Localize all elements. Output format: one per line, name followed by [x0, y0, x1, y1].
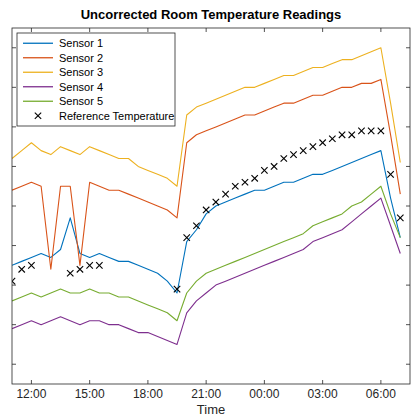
reference-point: [174, 286, 180, 292]
reference-point: [193, 223, 199, 229]
sensor-line: [12, 48, 400, 186]
x-tick: [380, 380, 381, 384]
x-tick-label: 21:00: [191, 387, 221, 401]
y-tick: [12, 285, 16, 286]
x-tick: [89, 380, 90, 384]
reference-point: [96, 262, 102, 268]
legend-label: Sensor 3: [59, 66, 103, 78]
data-group: [12, 48, 403, 345]
reference-point: [378, 128, 384, 134]
legend-line: [23, 101, 53, 102]
legend-line: [23, 57, 53, 58]
reference-point: [251, 175, 257, 181]
y-tick: [406, 126, 410, 127]
x-tick: [89, 28, 90, 32]
x-tick: [147, 380, 148, 384]
y-tick: [12, 206, 16, 207]
x-tick: [380, 28, 381, 32]
reference-point: [242, 179, 248, 185]
reference-point: [281, 155, 287, 161]
reference-point: [319, 140, 325, 146]
reference-point: [261, 167, 267, 173]
legend-line: [23, 86, 53, 87]
x-tick-label: 03:00: [308, 387, 338, 401]
y-tick: [406, 245, 410, 246]
reference-point: [300, 147, 306, 153]
reference-point: [28, 262, 34, 268]
sensor-line: [12, 186, 400, 320]
reference-point: [310, 143, 316, 149]
legend-line: [23, 43, 53, 44]
y-tick: [12, 87, 16, 88]
y-tick: [406, 166, 410, 167]
y-tick: [12, 126, 16, 127]
x-tick: [264, 28, 265, 32]
reference-point: [77, 266, 83, 272]
reference-point: [368, 128, 374, 134]
chart: Uncorrected Room Temperature Readings 12:…: [0, 0, 420, 420]
legend-label: Sensor 5: [59, 95, 103, 107]
x-tick-label: 06:00: [366, 387, 396, 401]
reference-point: [67, 270, 73, 276]
y-tick: [12, 245, 16, 246]
reference-point: [329, 136, 335, 142]
reference-point: [397, 215, 403, 221]
reference-point: [12, 278, 15, 284]
x-tick: [322, 380, 323, 384]
legend-box: [17, 33, 175, 126]
y-tick: [12, 166, 16, 167]
legend-label: Reference Temperature: [59, 110, 174, 122]
legend-line: [23, 72, 53, 73]
legend-label: Sensor 4: [59, 81, 103, 93]
x-tick: [31, 380, 32, 384]
x-tick-label: 15:00: [75, 387, 105, 401]
reference-point: [271, 163, 277, 169]
y-tick: [406, 364, 410, 365]
legend-marker: [35, 113, 41, 119]
legend: Sensor 1 Sensor 2 Sensor 3 Sensor 4 Sensor 5…: [17, 33, 175, 126]
y-tick: [12, 47, 16, 48]
reference-point: [290, 151, 296, 157]
y-tick: [12, 324, 16, 325]
reference-point: [86, 262, 92, 268]
reference-point: [222, 191, 228, 197]
y-tick: [12, 364, 16, 365]
legend-marker: [35, 113, 41, 119]
x-tick-label: 00:00: [249, 387, 279, 401]
x-tick: [31, 28, 32, 32]
reference-point: [358, 128, 364, 134]
reference-point: [339, 132, 345, 138]
x-tick-label: 12:00: [16, 387, 46, 401]
background: [0, 0, 420, 420]
x-tick: [147, 28, 148, 32]
reference-point: [387, 171, 393, 177]
plot-frame: [12, 28, 410, 384]
y-tick: [406, 47, 410, 48]
x-tick: [264, 380, 265, 384]
reference-point: [19, 266, 25, 272]
sensor-line: [12, 198, 400, 344]
y-tick: [406, 206, 410, 207]
reference-point: [184, 234, 190, 240]
title: Uncorrected Room Temperature Readings: [81, 7, 342, 22]
reference-point: [349, 132, 355, 138]
reference-point: [203, 207, 209, 213]
x-tick-label: 18:00: [133, 387, 163, 401]
y-tick: [406, 87, 410, 88]
sensor-line: [12, 151, 400, 293]
x-tick: [206, 380, 207, 384]
x-tick: [206, 28, 207, 32]
x-tick: [322, 28, 323, 32]
legend-label: Sensor 2: [59, 52, 103, 64]
legend-label: Sensor 1: [59, 37, 103, 49]
x-axis-label: Time: [197, 402, 225, 417]
y-tick: [406, 285, 410, 286]
reference-point: [232, 183, 238, 189]
reference-point: [213, 199, 219, 205]
plot-area: [12, 28, 410, 384]
y-tick: [406, 324, 410, 325]
